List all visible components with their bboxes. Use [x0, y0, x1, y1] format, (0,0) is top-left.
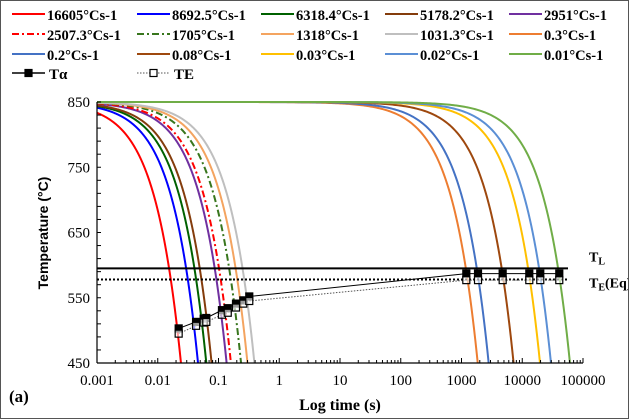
- legend-label: 1031.3°Cs-1: [420, 28, 494, 44]
- marker-point: [223, 308, 232, 317]
- series-line-11: [97, 101, 515, 363]
- x-tick-label: 100000: [561, 373, 606, 389]
- legend-label: 8692.5°Cs-1: [172, 8, 246, 24]
- marker-point: [174, 329, 183, 338]
- legend-label: 16605°Cs-1: [47, 8, 117, 24]
- x-tick-label: 0.01: [145, 373, 171, 389]
- legend-item: 1031.3°Cs-1: [385, 28, 494, 44]
- legend-item: 0.02°Cs-1: [385, 48, 479, 64]
- y-tick-label: 650: [68, 226, 91, 242]
- ref-label-sub: L: [598, 256, 605, 267]
- series-line-1: [97, 106, 200, 363]
- legend-item: 8692.5°Cs-1: [137, 8, 246, 24]
- ref-label-main: T: [589, 250, 599, 265]
- legend-marker: [149, 68, 158, 78]
- marker-point: [231, 303, 241, 312]
- x-tick-label: 0.001: [80, 373, 114, 389]
- legend-label: 0.08°Cs-1: [172, 48, 231, 64]
- x-axis-title: Log time (s): [299, 397, 381, 414]
- series-line-5: [97, 102, 232, 363]
- legend-item: 5178.2°Cs-1: [385, 8, 494, 24]
- legend-item: 0.03°Cs-1: [261, 48, 355, 64]
- legend-label: 5178.2°Cs-1: [420, 8, 494, 24]
- legend-item: 1705°Cs-1: [137, 28, 235, 44]
- legend-label: 0.03°Cs-1: [296, 48, 355, 64]
- legend-label: 0.3°Cs-1: [544, 28, 596, 44]
- series-line-2: [97, 105, 208, 363]
- series-line-3: [97, 104, 213, 363]
- y-axis-title: Temperature (°C): [35, 177, 51, 290]
- legend-label: 2951°Cs-1: [544, 8, 607, 24]
- reference-line-label-1: TE(Eq): [589, 276, 629, 293]
- series-line-9: [97, 101, 479, 363]
- marker-point: [245, 296, 254, 306]
- legend-item: 2951°Cs-1: [509, 8, 607, 24]
- ref-label-sub: E: [598, 282, 605, 293]
- series-line-8: [97, 101, 256, 363]
- y-tick-label: 550: [68, 291, 91, 307]
- legend-item: 0.08°Cs-1: [137, 48, 231, 64]
- series-line-6: [97, 102, 243, 363]
- marker-point: [525, 276, 534, 285]
- marker-point: [473, 276, 483, 285]
- series-line-7: [97, 101, 249, 363]
- legend-label: 6318.4°Cs-1: [296, 8, 370, 24]
- marker-point: [555, 276, 564, 285]
- x-tick-label: 1000: [447, 373, 477, 389]
- y-tick-label: 450: [68, 356, 91, 372]
- ref-label-suffix: (Eq): [605, 276, 629, 291]
- marker-point: [191, 321, 201, 330]
- legend-item: 0.01°Cs-1: [509, 48, 603, 64]
- legend-item: 0.2°Cs-1: [12, 48, 99, 64]
- marker-point: [202, 317, 211, 326]
- ref-label-main: T: [589, 276, 599, 291]
- x-tick-label: 10: [333, 373, 348, 389]
- legend-label: 2507.3°Cs-1: [47, 28, 121, 44]
- legend-label: 0.2°Cs-1: [47, 48, 99, 64]
- x-tick-label: 1: [276, 373, 284, 389]
- x-tick-label: 10000: [504, 373, 542, 389]
- marker-point: [462, 276, 471, 285]
- marker-point: [536, 276, 545, 285]
- legend-label: 1705°Cs-1: [172, 28, 235, 44]
- legend-item: 6318.4°Cs-1: [261, 8, 370, 24]
- legend-item: 16605°Cs-1: [12, 8, 117, 24]
- reference-line-label-0: TL: [589, 250, 605, 267]
- legend-label: 0.01°Cs-1: [544, 48, 603, 64]
- legend: 16605°Cs-1 8692.5°Cs-1 6318.4°Cs-1 5178.2°C…: [12, 8, 607, 83]
- panel-label: (a): [9, 387, 29, 406]
- y-tick-label: 850: [68, 95, 91, 111]
- x-tick-label: 100: [390, 373, 413, 389]
- legend-label: Tα: [49, 67, 68, 83]
- legend-label: TE: [174, 67, 194, 83]
- marker-point: [498, 276, 507, 285]
- legend-label: 1318°Cs-1: [296, 28, 359, 44]
- marker-series-1: [174, 276, 564, 338]
- legend-item: Tα: [12, 67, 68, 83]
- series-line-14: [97, 101, 571, 363]
- legend-item: TE: [137, 67, 194, 83]
- legend-item: 1318°Cs-1: [261, 28, 359, 44]
- legend-item: 2507.3°Cs-1: [12, 28, 121, 44]
- legend-label: 0.02°Cs-1: [420, 48, 479, 64]
- legend-marker: [24, 68, 33, 78]
- legend-item: 0.3°Cs-1: [509, 28, 596, 44]
- series-group: [97, 101, 571, 363]
- y-tick-label: 750: [68, 160, 91, 176]
- series-line-13: [97, 101, 552, 363]
- series-line-0: [97, 111, 182, 363]
- x-tick-label: 0.1: [209, 373, 228, 389]
